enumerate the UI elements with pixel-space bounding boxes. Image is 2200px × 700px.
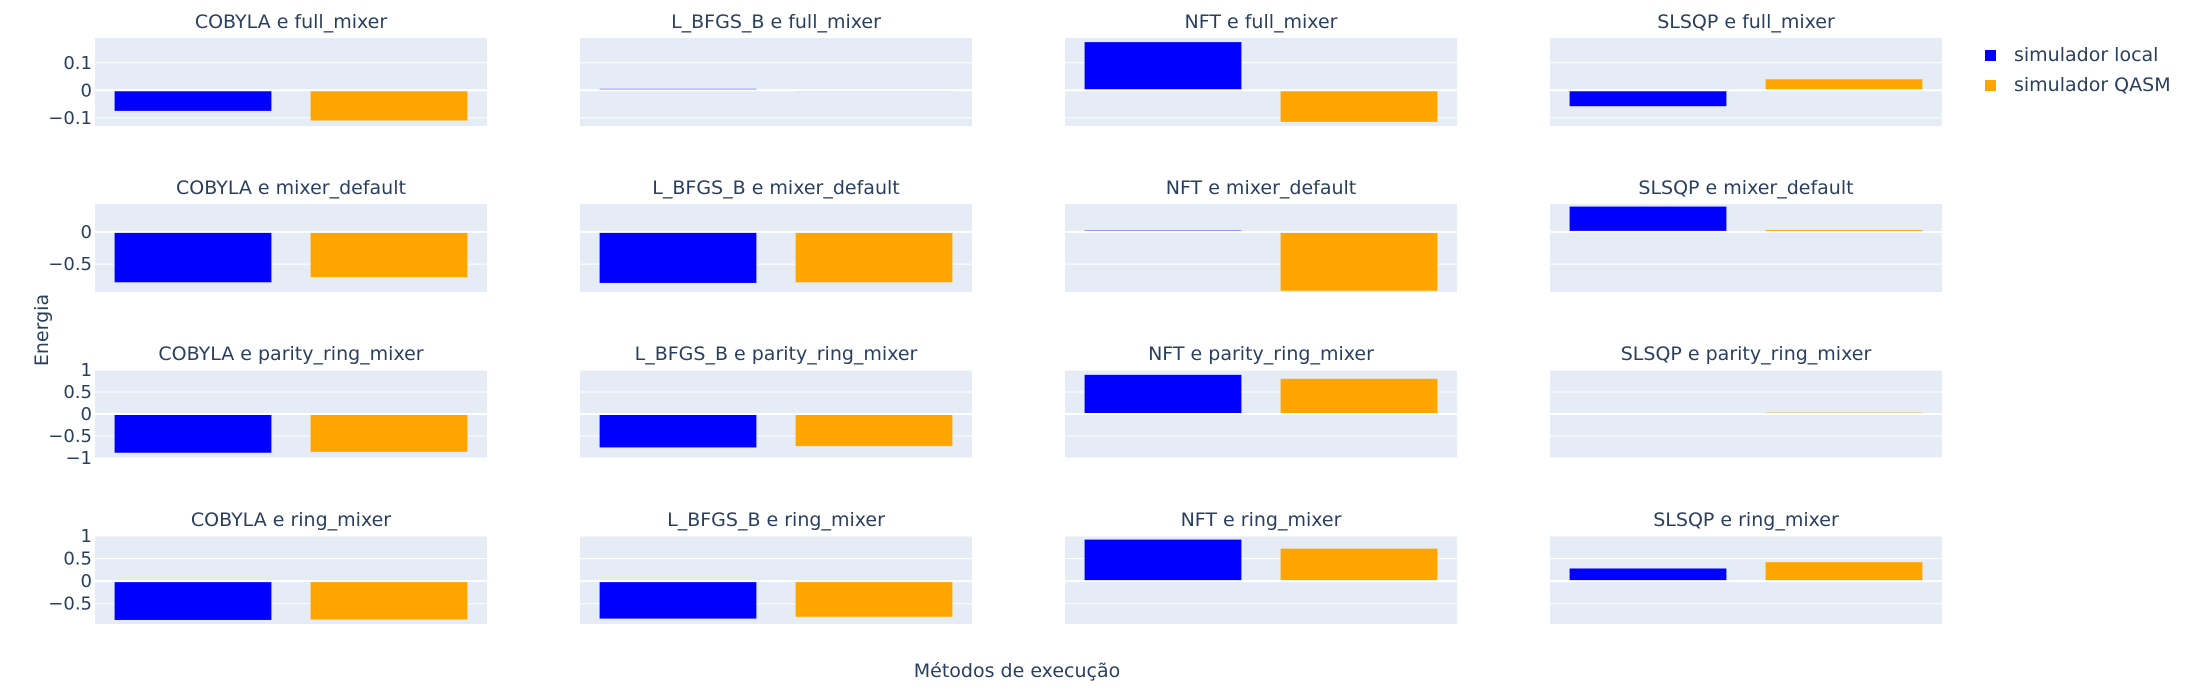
bar-local[interactable]	[1569, 568, 1727, 582]
panel-title: NFT e full_mixer	[1185, 11, 1338, 33]
y-tick-label: 0	[81, 404, 92, 425]
legend-label-qasm: simulador QASM	[2014, 74, 2171, 96]
plot-area-1	[580, 38, 972, 126]
y-tick-label: 0.5	[63, 549, 92, 570]
y-tick-label: −0.5	[48, 426, 92, 447]
bar-local[interactable]	[114, 90, 272, 111]
panel-title: SLSQP e full_mixer	[1657, 11, 1835, 33]
bar-qasm[interactable]	[310, 581, 468, 620]
x-axis-title: Métodos de execução	[914, 660, 1120, 682]
y-tick-label: −0.5	[48, 254, 92, 275]
bar-qasm[interactable]	[1765, 562, 1923, 582]
legend-item-local[interactable]: simulador local	[1985, 40, 2171, 70]
panel-title: L_BFGS_B e full_mixer	[671, 11, 881, 33]
panel-title: L_BFGS_B e mixer_default	[652, 177, 899, 199]
panel-title: COBYLA e mixer_default	[176, 177, 406, 199]
panel-title: NFT e mixer_default	[1166, 177, 1356, 199]
bar-qasm[interactable]	[310, 90, 468, 121]
panel-title: NFT e parity_ring_mixer	[1148, 343, 1374, 365]
panel-title: L_BFGS_B e ring_mixer	[667, 509, 885, 531]
bar-qasm[interactable]	[1280, 231, 1438, 291]
legend-label-local: simulador local	[2014, 44, 2159, 66]
bar-qasm[interactable]	[795, 231, 953, 283]
bar-local[interactable]	[1084, 374, 1242, 414]
panel-title: SLSQP e parity_ring_mixer	[1621, 343, 1872, 365]
panel-title: COBYLA e parity_ring_mixer	[158, 343, 423, 365]
y-tick-label: −1	[65, 448, 92, 469]
bar-local[interactable]	[114, 414, 272, 453]
panel-title: COBYLA e full_mixer	[195, 11, 388, 33]
y-tick-label: −0.5	[48, 594, 92, 615]
legend-swatch-qasm	[1985, 79, 1996, 91]
panel-title: COBYLA e ring_mixer	[191, 509, 391, 531]
bar-local[interactable]	[599, 231, 757, 283]
y-tick-label: 0	[81, 80, 92, 101]
bar-local[interactable]	[114, 581, 272, 620]
bar-local[interactable]	[599, 414, 757, 448]
panel-title: SLSQP e ring_mixer	[1653, 509, 1839, 531]
panel-title: NFT e ring_mixer	[1181, 509, 1342, 531]
bar-qasm[interactable]	[1280, 90, 1438, 122]
bar-local[interactable]	[114, 231, 272, 283]
y-tick-label: 0.5	[63, 382, 92, 403]
bar-local[interactable]	[599, 581, 757, 619]
panel-title: SLSQP e mixer_default	[1638, 177, 1853, 199]
bar-qasm[interactable]	[1765, 79, 1923, 91]
y-tick-label: 0	[81, 571, 92, 592]
legend: simulador local simulador QASM	[1985, 40, 2171, 100]
bar-qasm[interactable]	[795, 581, 953, 617]
y-tick-label: −0.1	[48, 108, 92, 129]
bar-qasm[interactable]	[1280, 548, 1438, 582]
y-tick-label: 1	[81, 360, 92, 381]
y-axis-title: Energia	[31, 294, 53, 366]
bar-local[interactable]	[1084, 539, 1242, 582]
y-tick-label: 1	[81, 526, 92, 547]
bar-local[interactable]	[1084, 42, 1242, 91]
bar-local[interactable]	[1569, 206, 1727, 232]
y-tick-label: 0	[81, 222, 92, 243]
bar-qasm[interactable]	[310, 231, 468, 278]
legend-item-qasm[interactable]: simulador QASM	[1985, 70, 2171, 100]
bar-qasm[interactable]	[795, 414, 953, 447]
bar-local[interactable]	[1569, 90, 1727, 107]
panel-title: L_BFGS_B e parity_ring_mixer	[635, 343, 918, 365]
y-tick-label: 0.1	[63, 53, 92, 74]
bar-qasm[interactable]	[310, 414, 468, 452]
bar-qasm[interactable]	[1280, 378, 1438, 414]
legend-swatch-local	[1985, 49, 1996, 61]
